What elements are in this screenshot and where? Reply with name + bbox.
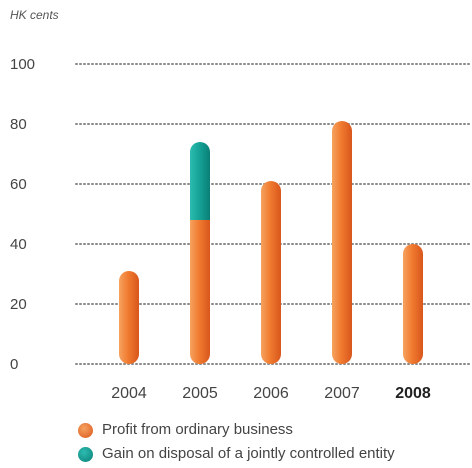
y-tick-label: 20: [10, 296, 27, 313]
y-tick-label: 60: [10, 176, 27, 193]
x-tick-label: 2006: [253, 385, 289, 402]
bar-segment-profit: [190, 220, 210, 364]
bar-2008: [403, 244, 423, 364]
bar-segment-gain: [190, 142, 210, 220]
legend-swatch-teal-icon: [78, 447, 93, 462]
bar-segment-profit: [119, 271, 139, 364]
x-tick-label: 2005: [182, 385, 218, 402]
bar-segment-profit: [261, 181, 281, 364]
y-tick-label: 100: [10, 56, 35, 73]
bar-segment-profit: [403, 244, 423, 364]
bar-2006: [261, 181, 281, 364]
y-tick-label: 40: [10, 236, 27, 253]
bar-2007: [332, 121, 352, 364]
y-axis-unit-label: HK cents: [10, 8, 59, 22]
x-tick-label: 2007: [324, 385, 360, 402]
y-tick-label: 80: [10, 116, 27, 133]
bar-2004: [119, 271, 139, 364]
legend-swatch-orange-icon: [78, 423, 93, 438]
legend-label: Gain on disposal of a jointly controlled…: [102, 445, 395, 462]
legend-label: Profit from ordinary business: [102, 421, 293, 438]
x-tick-label: 2004: [111, 385, 147, 402]
x-tick-label: 2008: [395, 385, 431, 402]
bar-segment-profit: [332, 121, 352, 364]
y-tick-label: 0: [10, 356, 18, 373]
bar-2005: [190, 142, 210, 364]
